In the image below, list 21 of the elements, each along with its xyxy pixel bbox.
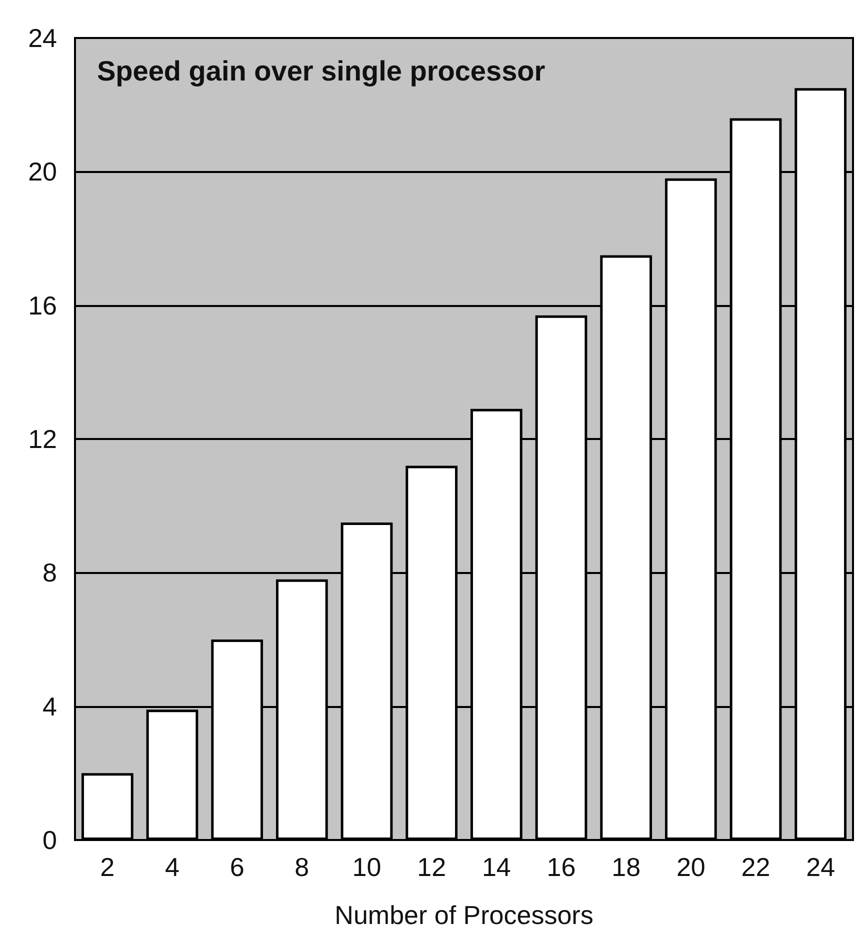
y-tick-label: 16 bbox=[28, 290, 57, 320]
x-tick-label: 20 bbox=[676, 852, 706, 882]
x-tick-label: 12 bbox=[417, 852, 446, 882]
x-axis-title: Number of Processors bbox=[334, 900, 594, 930]
y-tick-label: 4 bbox=[42, 691, 57, 722]
x-tick-label: 8 bbox=[294, 852, 310, 882]
y-tick-label: 8 bbox=[42, 558, 57, 588]
y-tick-label: 20 bbox=[28, 156, 57, 187]
x-tick-label: 2 bbox=[100, 852, 115, 882]
x-tick-label: 14 bbox=[482, 852, 511, 882]
x-tick-label: 22 bbox=[741, 852, 770, 882]
x-tick-label: 24 bbox=[806, 852, 836, 882]
text: Speed gain over single processor bbox=[97, 56, 546, 86]
y-tick-label: 0 bbox=[42, 825, 57, 855]
x-tick-label: 18 bbox=[612, 852, 641, 882]
x-tick-label: 4 bbox=[165, 852, 180, 882]
x-tick-label: 16 bbox=[546, 852, 576, 882]
y-tick-label: 24 bbox=[28, 23, 57, 53]
x-tick-label: 10 bbox=[352, 852, 382, 882]
y-tick-label: 12 bbox=[28, 424, 57, 454]
x-tick-label: 6 bbox=[230, 852, 244, 882]
